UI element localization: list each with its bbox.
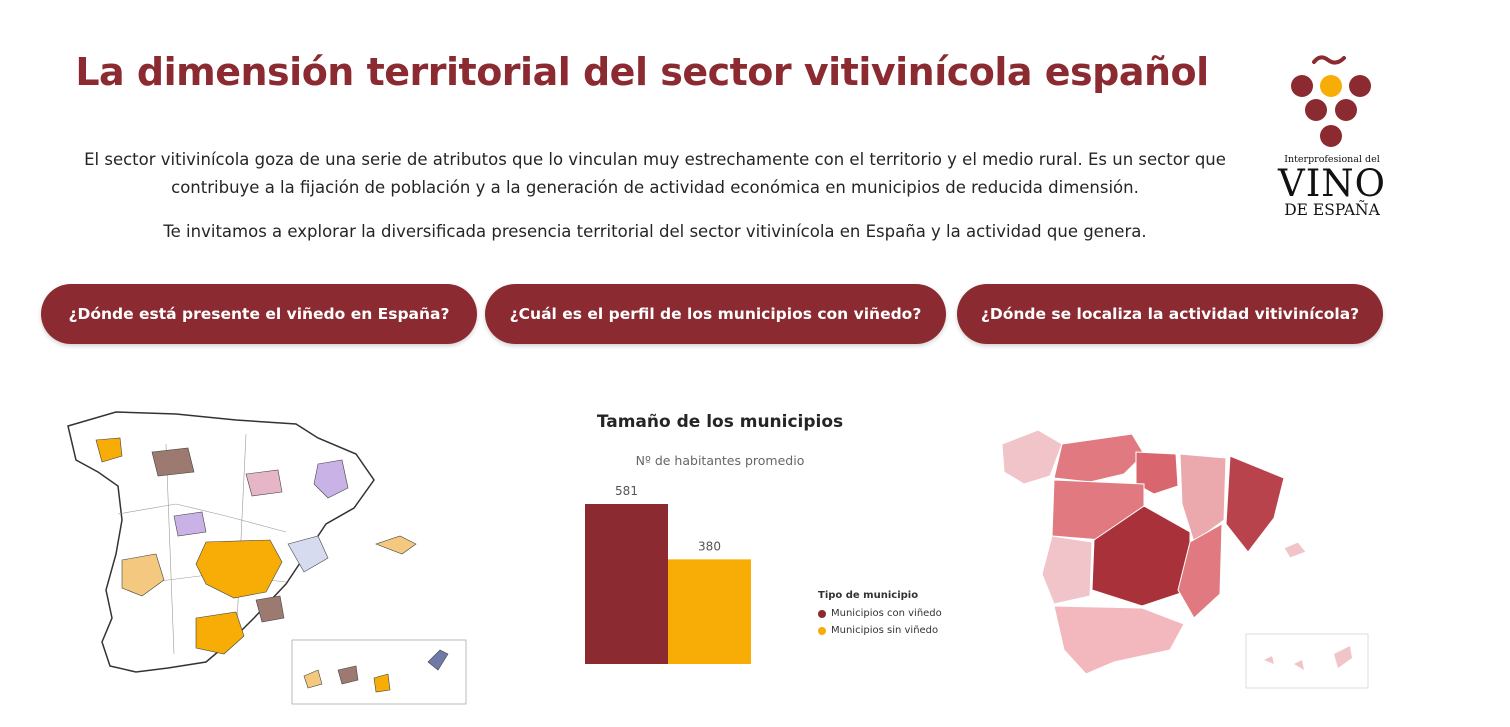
- municipality-profile-button[interactable]: ¿Cuál es el perfil de los municipios con…: [485, 284, 946, 344]
- bar-2[interactable]: [668, 559, 751, 664]
- legend-dot-icon: [818, 626, 826, 635]
- legend-dot-icon: [818, 609, 826, 618]
- chart-title: Tamaño de los municipios: [596, 412, 844, 432]
- intro-paragraph-2: Te invitamos a explorar la diversificada…: [163, 222, 1147, 241]
- vineyard-presence-button[interactable]: ¿Dónde está presente el viñedo en España…: [41, 284, 477, 344]
- intro-paragraph-1: El sector vitivinícola goza de una serie…: [84, 150, 1226, 197]
- chart-legend: Tipo de municipio Municipios con viñedo …: [818, 590, 942, 642]
- bar-value-label-1: 581: [615, 484, 638, 498]
- logo: Interprofesional del VINO DE ESPAÑA: [1268, 50, 1398, 225]
- intro-text: El sector vitivinícola goza de una serie…: [60, 146, 1250, 246]
- legend-title: Tipo de municipio: [818, 590, 919, 601]
- legend-label: Municipios sin viñedo: [831, 625, 939, 636]
- logo-espana: DE ESPAÑA: [1284, 201, 1380, 219]
- legend-item-sin-vinedo: Municipios sin viñedo: [818, 625, 942, 636]
- page-title: La dimensión territorial del sector viti…: [75, 50, 1209, 94]
- legend-label: Municipios con viñedo: [831, 608, 942, 619]
- logo-subtitle: Interprofesional del: [1284, 154, 1380, 165]
- bar-1[interactable]: [585, 504, 668, 664]
- activity-map: [994, 424, 1374, 692]
- wine-activity-button[interactable]: ¿Dónde se localiza la actividad vitiviní…: [957, 284, 1383, 344]
- grape-icon: [1291, 55, 1371, 147]
- legend-item-con-vinedo: Municipios con viñedo: [818, 608, 942, 619]
- bar-chart: Tamaño de los municipios Nº de habitante…: [570, 400, 970, 700]
- vineyard-map: [56, 404, 476, 706]
- chart-subtitle: Nº de habitantes promedio: [635, 453, 805, 468]
- bar-value-label-2: 380: [698, 539, 721, 553]
- bar-chart-plot: 581 380: [585, 484, 751, 664]
- logo-vino: VINO: [1277, 162, 1387, 205]
